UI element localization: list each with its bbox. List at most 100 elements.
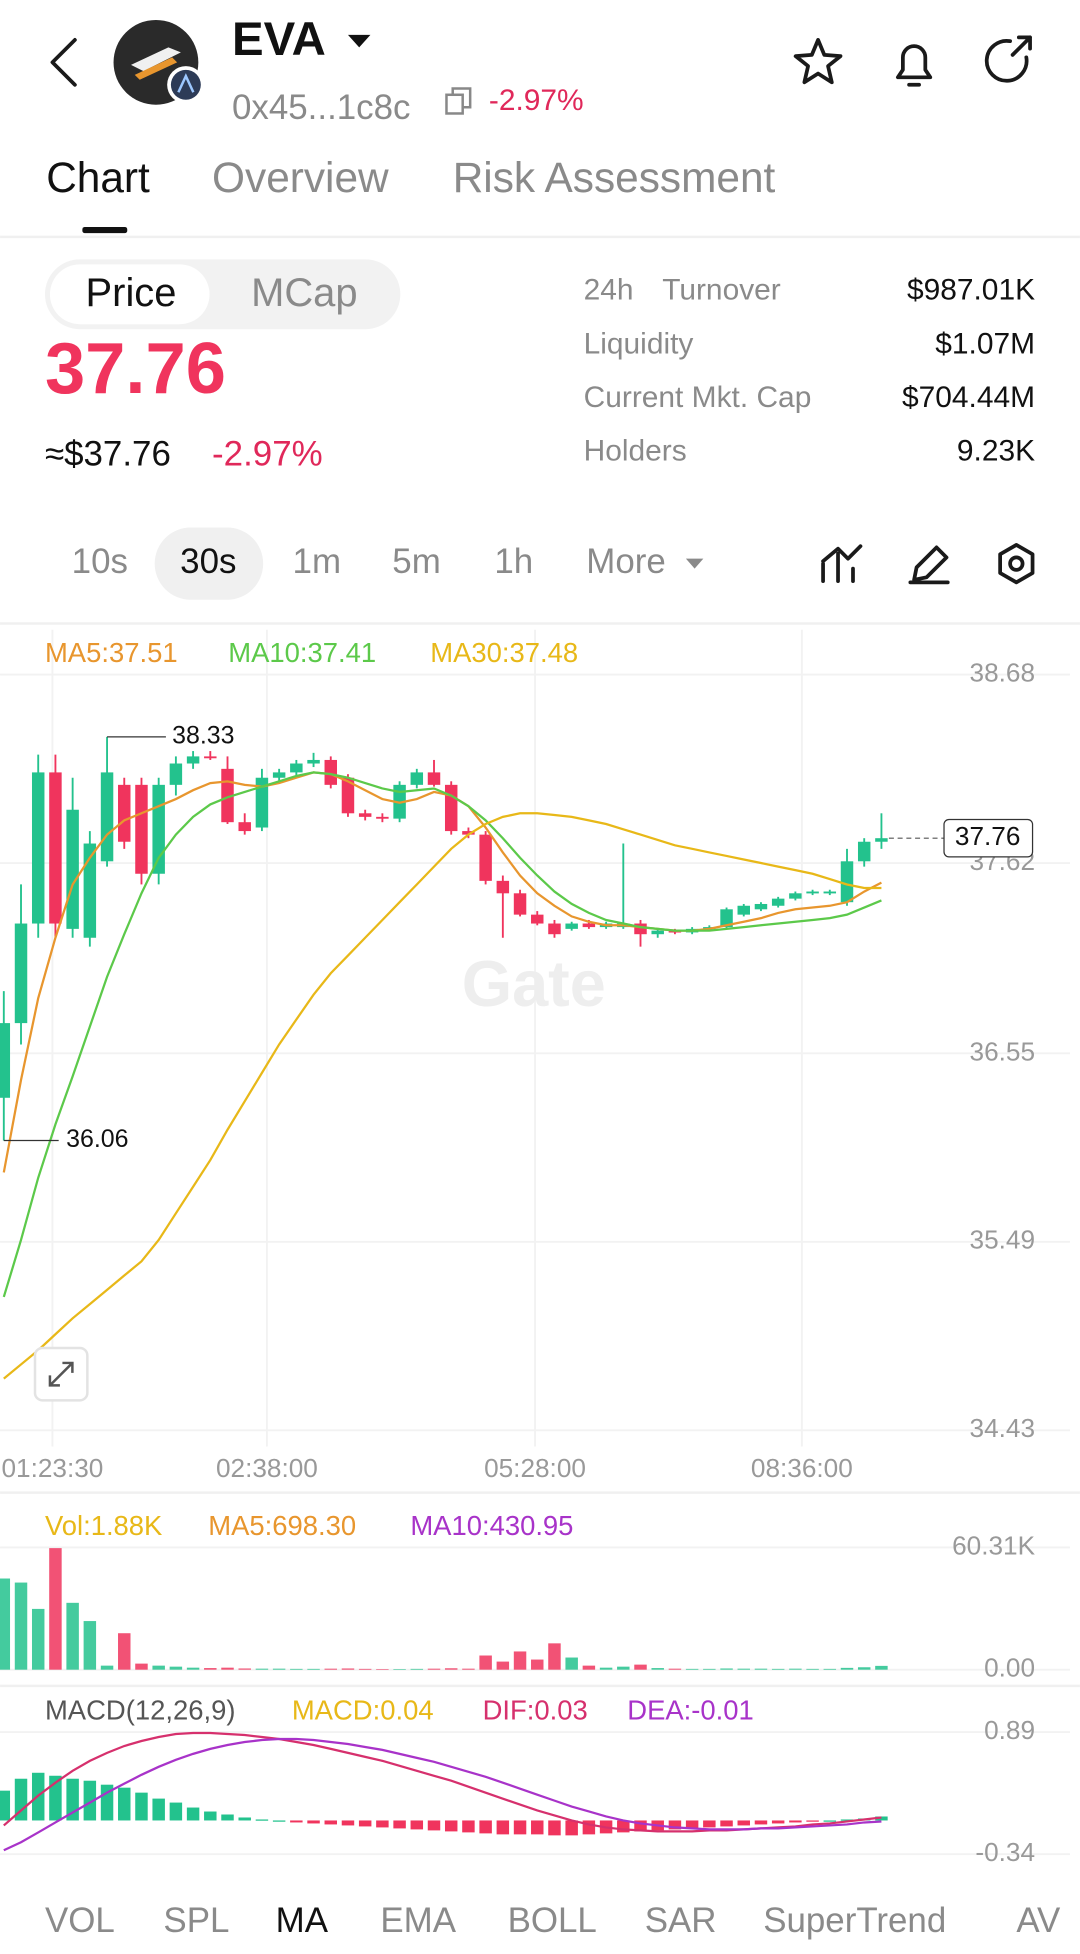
token-dropdown[interactable]: [347, 34, 371, 48]
toggle-price[interactable]: Price: [86, 271, 177, 315]
legend-entry: DEA:-0.01: [627, 1694, 754, 1725]
toggle-mcap[interactable]: MCap: [251, 271, 357, 315]
volume-bar: [169, 1666, 183, 1670]
candle-body: [771, 898, 785, 906]
volume-bar: [427, 1668, 441, 1670]
candle-body: [255, 777, 269, 828]
candle-body: [83, 843, 97, 938]
volume-bar: [857, 1667, 871, 1670]
candle-body: [565, 923, 578, 929]
candle-body: [186, 756, 200, 764]
volume-bar: [582, 1665, 596, 1670]
interval[interactable]: 10s: [72, 542, 128, 581]
volume-bar: [0, 1578, 11, 1670]
legend-entry: MACD:0.04: [292, 1694, 434, 1725]
macd-bar: [634, 1820, 647, 1832]
macd-bar: [186, 1807, 200, 1821]
volume-bar: [221, 1667, 234, 1670]
y-tick-label: 34.43: [970, 1413, 1036, 1443]
low-label: 36.06: [66, 1125, 128, 1153]
indicator-tab[interactable]: BOLL: [508, 1901, 597, 1940]
macd-bar: [204, 1811, 217, 1821]
macd-bar: [135, 1792, 148, 1821]
volume-bar: [238, 1668, 251, 1670]
volume-bar: [272, 1668, 286, 1670]
x-tick-label: 05:28:00: [484, 1453, 586, 1483]
volume-bar: [66, 1602, 79, 1670]
candle-body: [531, 914, 544, 924]
watermark: Gate: [462, 947, 606, 1020]
volume-bar: [754, 1668, 768, 1670]
volume-bar: [341, 1668, 355, 1670]
candle-body: [857, 841, 871, 862]
price-change: -2.97%: [212, 435, 323, 474]
alert-button[interactable]: [896, 44, 933, 87]
toggle-active: [49, 264, 210, 325]
volume-bar: [789, 1668, 802, 1670]
last-price: 37.76: [955, 821, 1021, 851]
interval[interactable]: 5m: [392, 542, 441, 581]
settings-button[interactable]: [998, 543, 1035, 585]
address: 0x45...1c8c: [232, 88, 411, 127]
interval-active: [154, 527, 264, 600]
macd-bar: [823, 1820, 837, 1822]
favorite-button[interactable]: [793, 38, 843, 85]
volume-bar: [444, 1668, 458, 1670]
interval[interactable]: 1m: [293, 542, 342, 581]
indicator-tab[interactable]: MA: [276, 1901, 329, 1940]
indicator-tab[interactable]: SAR: [645, 1901, 717, 1940]
volume-bar: [135, 1663, 148, 1670]
expand-button[interactable]: [33, 1346, 89, 1402]
interval[interactable]: More: [586, 542, 666, 581]
stat-value: 9.23K: [957, 435, 1035, 468]
share-button[interactable]: [984, 35, 1032, 83]
indicator-tab[interactable]: SuperTrend: [763, 1901, 946, 1940]
y-tick-label: -0.34: [975, 1837, 1035, 1867]
header-change: -2.97%: [489, 84, 584, 117]
volume-bar: [358, 1668, 372, 1670]
macd-bar: [531, 1820, 544, 1835]
interval[interactable]: 30s: [180, 542, 236, 581]
macd-bar: [49, 1775, 62, 1821]
candle-body: [444, 784, 458, 832]
candle-body: [823, 891, 837, 894]
draw-button[interactable]: [908, 545, 950, 585]
x-tick-label: 01:23:30: [1, 1453, 103, 1483]
macd-bar: [806, 1820, 819, 1822]
volume-bar: [255, 1668, 269, 1670]
candle-body: [272, 772, 286, 778]
volume-bar: [83, 1621, 97, 1670]
macd-bar: [255, 1819, 269, 1821]
macd-bar: [840, 1819, 854, 1821]
legend-entry: Vol:1.88K: [45, 1510, 162, 1541]
price-usd: ≈$37.76: [45, 435, 171, 474]
candle-body: [548, 923, 561, 935]
more-dropdown[interactable]: [685, 558, 704, 569]
y-tick-label: 35.49: [970, 1225, 1036, 1255]
volume-bar: [823, 1668, 837, 1670]
macd-bar: [617, 1820, 630, 1833]
candle-body: [840, 861, 854, 903]
macd-bar: [685, 1820, 699, 1829]
back-button[interactable]: [50, 38, 77, 87]
tab[interactable]: Risk Assessment: [453, 154, 776, 201]
macd-bar: [376, 1820, 389, 1828]
high-label: 38.33: [172, 721, 234, 749]
volume-bar: [685, 1668, 699, 1670]
candle-body: [100, 772, 114, 862]
indicator-button[interactable]: [821, 544, 863, 583]
indicator-tab[interactable]: SPL: [163, 1901, 229, 1940]
indicator-tab[interactable]: AV: [1016, 1901, 1061, 1940]
tab[interactable]: Overview: [212, 154, 389, 201]
y-tick-label: 0.00: [984, 1653, 1035, 1683]
token-name[interactable]: EVA: [232, 13, 326, 66]
macd-bar: [341, 1820, 355, 1826]
indicator-tab[interactable]: EMA: [380, 1901, 456, 1940]
tab[interactable]: Chart: [46, 154, 150, 201]
volume-bar: [49, 1548, 62, 1670]
indicator-tab[interactable]: VOL: [45, 1901, 115, 1940]
macd-bar: [221, 1814, 234, 1821]
interval[interactable]: 1h: [494, 542, 533, 581]
candle-body: [152, 784, 165, 874]
copy-icon[interactable]: [445, 87, 472, 115]
